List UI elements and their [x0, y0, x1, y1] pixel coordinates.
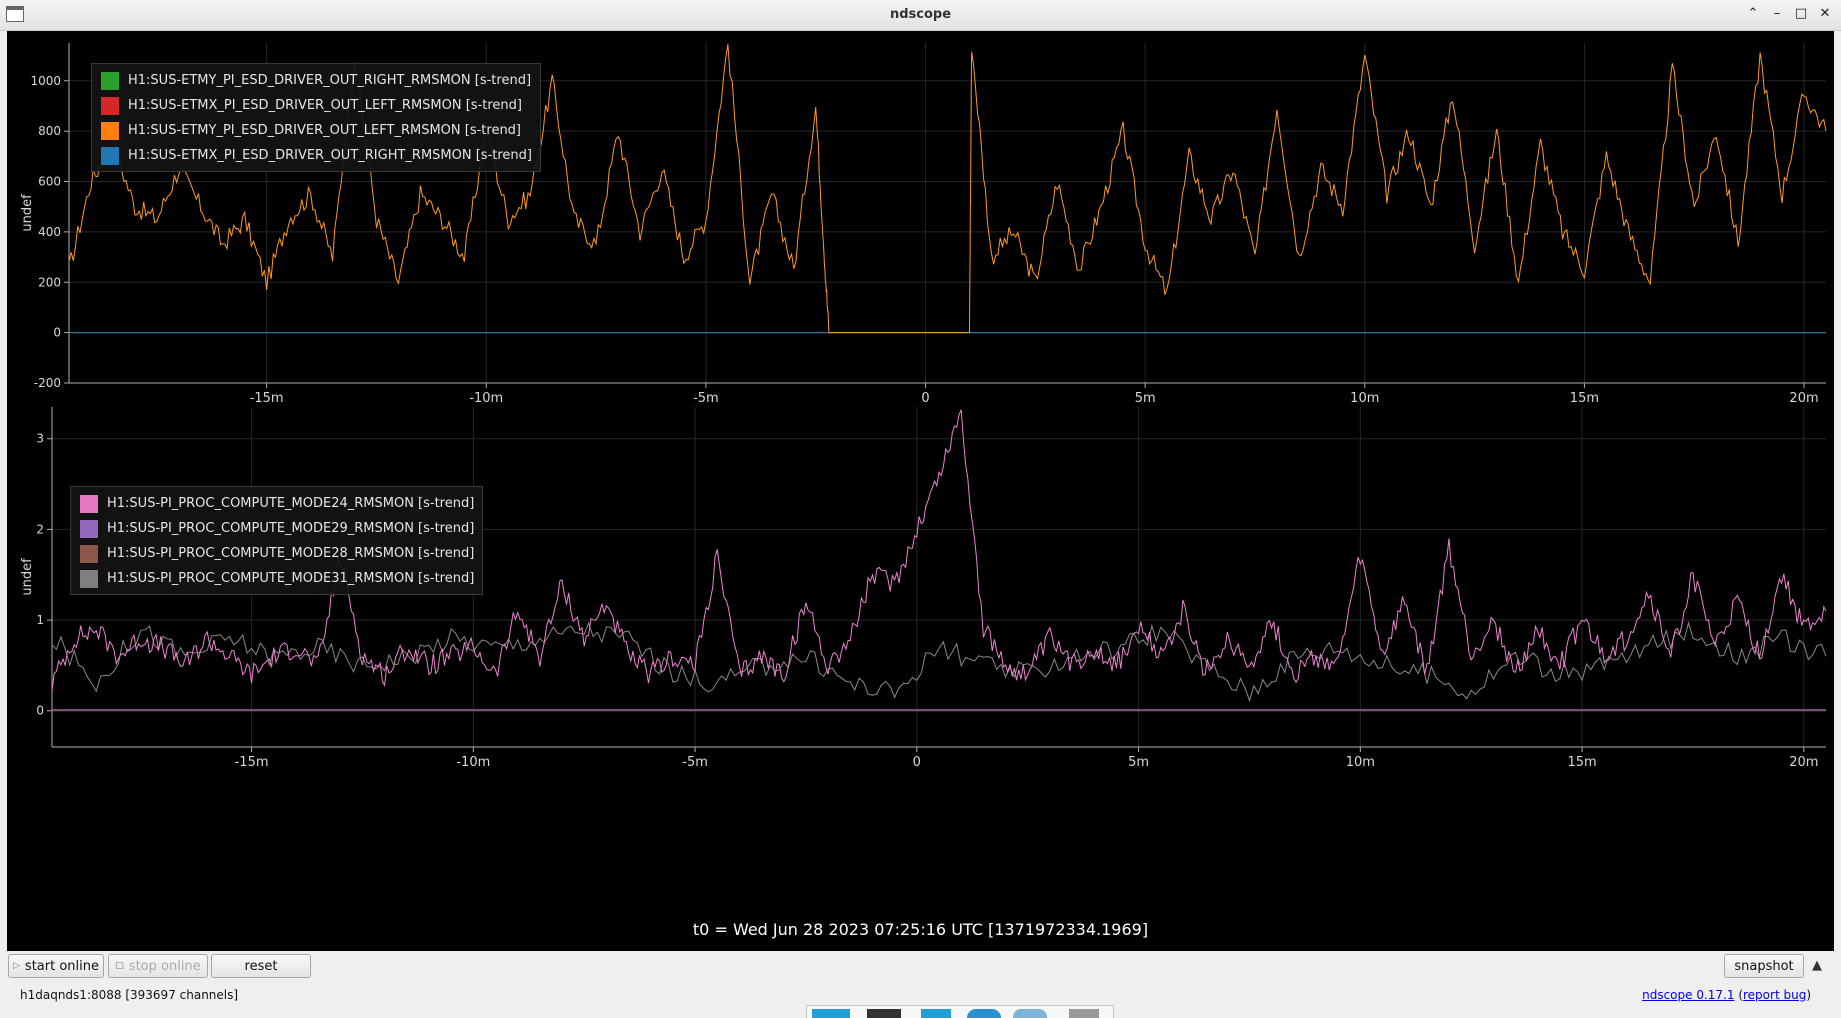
close-icon[interactable]: ✕ [1819, 6, 1831, 21]
start-online-button[interactable]: ▷ start online [8, 954, 104, 978]
y-tick-label: 800 [38, 124, 61, 138]
y-axis-label: undef [20, 194, 35, 232]
window-titlebar: ndscope ⌃ – □ ✕ [0, 0, 1841, 31]
x-tick-label: -10m [469, 391, 503, 406]
play-icon: ▷ [13, 961, 20, 971]
x-tick-label: 15m [1567, 755, 1596, 770]
y-axis-label: undef [20, 558, 35, 596]
stop-icon: □ [115, 961, 124, 971]
x-tick-label: -15m [250, 391, 284, 406]
taskbar-search-icon[interactable] [1013, 1009, 1047, 1018]
collapse-triangle-icon[interactable]: ▲ [1812, 958, 1822, 973]
stop-online-button[interactable]: □ stop online [108, 954, 208, 978]
x-tick-label: -5m [682, 755, 708, 770]
legend-label: H1:SUS-ETMY_PI_ESD_DRIVER_OUT_RIGHT_RMSM… [128, 73, 532, 88]
legend-entry[interactable]: H1:SUS-ETMY_PI_ESD_DRIVER_OUT_RIGHT_RMSM… [100, 68, 532, 93]
x-tick-label: 15m [1570, 391, 1599, 406]
reset-label: reset [244, 958, 278, 974]
taskbar-browser-icon[interactable] [967, 1009, 1001, 1018]
legend-swatch [79, 543, 99, 564]
y-tick-label: -200 [34, 376, 61, 390]
legend-label: H1:SUS-ETMX_PI_ESD_DRIVER_OUT_RIGHT_RMSM… [128, 148, 532, 163]
taskbar-app-icon[interactable] [812, 1009, 850, 1018]
server-status: h1daqnds1:8088 [393697 channels] [20, 988, 239, 1002]
y-tick-label: 200 [38, 275, 61, 289]
status-bar: h1daqnds1:8088 [393697 channels] ndscope… [0, 984, 1841, 1006]
legend-label: H1:SUS-ETMX_PI_ESD_DRIVER_OUT_LEFT_RMSMO… [128, 98, 522, 113]
y-tick-label: 3 [36, 432, 44, 446]
taskbar [806, 1005, 1114, 1018]
x-tick-label: -10m [456, 755, 490, 770]
stop-online-label: stop online [128, 958, 201, 974]
y-tick-label: 600 [38, 175, 61, 189]
snapshot-button[interactable]: snapshot [1724, 954, 1804, 978]
series-line [51, 621, 1827, 703]
maximize-icon[interactable]: □ [1794, 6, 1808, 21]
x-tick-label: 0 [913, 755, 921, 770]
legend-swatch [79, 518, 99, 539]
x-tick-label: 20m [1789, 755, 1818, 770]
legend-swatch [79, 493, 99, 514]
legend-label: H1:SUS-PI_PROC_COMPUTE_MODE29_RMSMON [s-… [107, 521, 475, 536]
x-tick-label: 10m [1346, 755, 1375, 770]
legend-entry[interactable]: H1:SUS-ETMY_PI_ESD_DRIVER_OUT_LEFT_RMSMO… [100, 118, 532, 143]
y-tick-label: 1000 [30, 74, 61, 88]
taskbar-files-icon[interactable] [921, 1009, 951, 1018]
snapshot-label: snapshot [1734, 958, 1794, 974]
x-tick-label: 10m [1350, 391, 1379, 406]
y-tick-label: 2 [36, 522, 44, 536]
taskbar-folder-icon[interactable] [1069, 1009, 1099, 1018]
x-tick-label: 5m [1135, 391, 1156, 406]
y-tick-label: 0 [36, 704, 44, 718]
x-tick-label: 20m [1789, 391, 1818, 406]
t0-label: t0 = Wed Jun 28 2023 07:25:16 UTC [13719… [692, 920, 1149, 939]
taskbar-terminal-icon[interactable] [867, 1009, 901, 1018]
top-plot-legend[interactable]: H1:SUS-ETMY_PI_ESD_DRIVER_OUT_RIGHT_RMSM… [91, 63, 541, 172]
minimize-icon[interactable]: – [1773, 6, 1781, 21]
button-bar: ▷ start online □ stop online reset snapsho… [0, 952, 1841, 982]
reset-button[interactable]: reset [211, 954, 311, 978]
legend-swatch [79, 568, 99, 589]
version-link[interactable]: ndscope 0.17.1 [1642, 988, 1735, 1002]
legend-entry[interactable]: H1:SUS-PI_PROC_COMPUTE_MODE31_RMSMON [s-… [79, 566, 474, 591]
legend-swatch [100, 70, 120, 91]
legend-entry[interactable]: H1:SUS-ETMX_PI_ESD_DRIVER_OUT_LEFT_RMSMO… [100, 93, 532, 118]
legend-swatch [100, 95, 120, 116]
legend-entry[interactable]: H1:SUS-PI_PROC_COMPUTE_MODE29_RMSMON [s-… [79, 516, 474, 541]
start-online-label: start online [24, 958, 99, 974]
x-tick-label: -5m [693, 391, 719, 406]
legend-entry[interactable]: H1:SUS-PI_PROC_COMPUTE_MODE24_RMSMON [s-… [79, 491, 474, 516]
report-bug-link[interactable]: report bug [1743, 988, 1807, 1002]
chevron-up-icon[interactable]: ⌃ [1747, 6, 1759, 21]
legend-entry[interactable]: H1:SUS-PI_PROC_COMPUTE_MODE28_RMSMON [s-… [79, 541, 474, 566]
legend-swatch [100, 120, 120, 141]
legend-label: H1:SUS-PI_PROC_COMPUTE_MODE28_RMSMON [s-… [107, 546, 475, 561]
x-tick-label: 0 [921, 391, 929, 406]
legend-label: H1:SUS-ETMY_PI_ESD_DRIVER_OUT_LEFT_RMSMO… [128, 123, 522, 138]
window-title: ndscope [889, 7, 952, 22]
legend-entry[interactable]: H1:SUS-ETMX_PI_ESD_DRIVER_OUT_RIGHT_RMSM… [100, 143, 532, 168]
y-tick-label: 0 [53, 326, 61, 340]
legend-label: H1:SUS-PI_PROC_COMPUTE_MODE24_RMSMON [s-… [107, 496, 475, 511]
legend-swatch [100, 145, 120, 166]
x-tick-label: -15m [235, 755, 269, 770]
plot-area[interactable]: 1000 800 600 400 200 0 -200 -15m -10m -5m 0 5m 10m 15… [7, 31, 1834, 951]
y-tick-label: 1 [36, 613, 44, 627]
legend-label: H1:SUS-PI_PROC_COMPUTE_MODE31_RMSMON [s-… [107, 571, 475, 586]
bottom-plot-legend[interactable]: H1:SUS-PI_PROC_COMPUTE_MODE24_RMSMON [s-… [70, 486, 484, 595]
version-info: ndscope 0.17.1 (report bug) [1642, 988, 1811, 1002]
y-tick-label: 400 [38, 225, 61, 239]
window-app-icon[interactable] [6, 6, 24, 22]
x-tick-label: 5m [1128, 755, 1149, 770]
